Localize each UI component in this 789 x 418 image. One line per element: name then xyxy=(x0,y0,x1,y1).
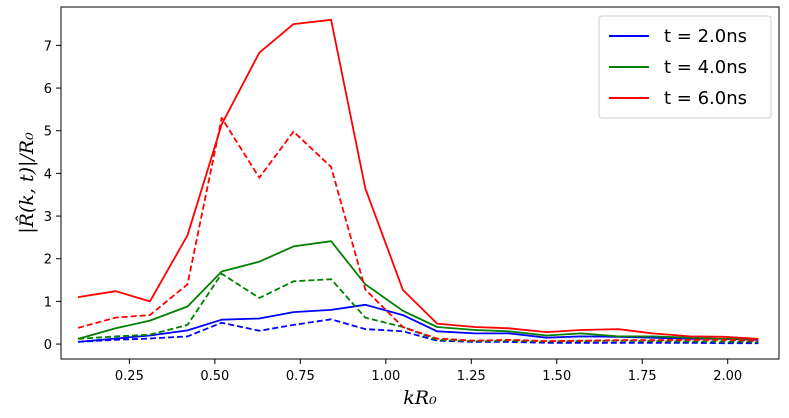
y-tick-label: 6 xyxy=(44,82,52,97)
legend-label-1: t = 4.0ns xyxy=(664,57,747,78)
y-axis-label: |R̂(k, t)|/R₀ xyxy=(16,132,38,234)
series-line-2-solid xyxy=(77,18,759,340)
x-tick-label: 1.75 xyxy=(628,369,657,384)
legend-label-2: t = 6.0ns xyxy=(664,88,747,109)
x-tick-label: 1.25 xyxy=(457,369,486,384)
y-tick-label: 0 xyxy=(44,338,52,353)
plot-area xyxy=(77,18,759,345)
y-tick-label: 1 xyxy=(44,295,52,310)
x-tick-label: 2.00 xyxy=(713,369,742,384)
y-tick-label: 2 xyxy=(44,253,52,268)
series-line-0-solid xyxy=(78,303,759,343)
x-tick-label: 1.00 xyxy=(371,369,400,384)
x-tick-label: 0.75 xyxy=(286,369,315,384)
x-tick-label: 0.25 xyxy=(115,369,144,384)
legend: t = 2.0ns t = 4.0ns t = 6.0ns xyxy=(598,15,772,119)
legend-label-0: t = 2.0ns xyxy=(664,26,747,47)
plot-frame xyxy=(60,6,780,360)
y-tick-label: 3 xyxy=(44,210,52,225)
x-axis: 0.25 0.50 0.75 1.00 1.25 1.50 1.75 2.00 xyxy=(115,359,742,384)
y-axis: 0 1 2 3 4 5 6 7 xyxy=(44,39,61,353)
legend-box xyxy=(598,15,772,119)
y-tick-label: 7 xyxy=(44,39,52,54)
y-tick-label: 4 xyxy=(44,167,52,182)
series-line-1-solid xyxy=(77,240,759,340)
x-tick-label: 0.50 xyxy=(200,369,229,384)
y-tick-label: 5 xyxy=(44,125,52,140)
x-tick-label: 1.50 xyxy=(542,369,571,384)
x-axis-label: kR₀ xyxy=(403,387,437,409)
series-line-5-dashed xyxy=(77,117,759,343)
series-line-3-dashed xyxy=(78,318,759,345)
